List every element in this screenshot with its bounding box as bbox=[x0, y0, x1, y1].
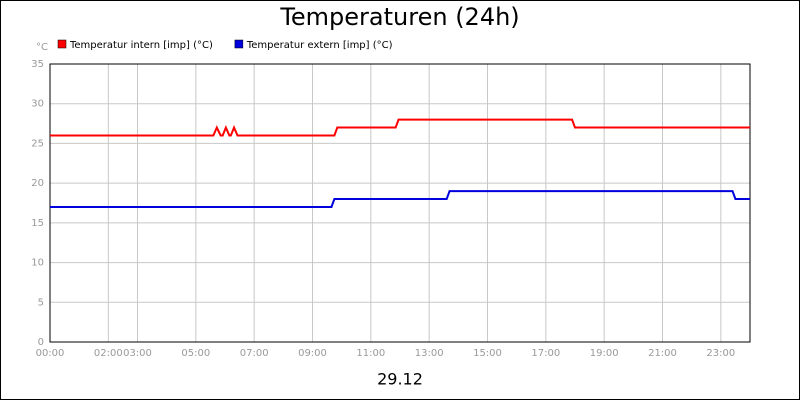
y-tick-label: 25 bbox=[31, 138, 44, 149]
plot-area bbox=[50, 64, 750, 342]
chart-title: Temperaturen (24h) bbox=[279, 3, 519, 31]
x-tick-label: 21:00 bbox=[648, 348, 677, 359]
series-line bbox=[50, 190, 750, 208]
x-tick-label: 07:00 bbox=[240, 348, 269, 359]
y-axis-label: °C bbox=[36, 42, 48, 53]
y-tick-label: 5 bbox=[38, 297, 44, 308]
legend: Temperatur intern [imp] (°C) Temperatur e… bbox=[57, 39, 393, 51]
series-line bbox=[50, 118, 750, 137]
legend-swatch bbox=[234, 39, 244, 49]
x-tick-label: 23:00 bbox=[706, 348, 735, 359]
x-tick-label: 00:00 bbox=[36, 348, 65, 359]
x-tick-label: 13:00 bbox=[415, 348, 444, 359]
y-tick-label: 0 bbox=[38, 337, 44, 348]
plot-border bbox=[49, 63, 751, 343]
legend-label: Temperatur extern [imp] (°C) bbox=[246, 40, 393, 51]
x-tick-label: 11:00 bbox=[356, 348, 385, 359]
y-tick-label: 20 bbox=[31, 178, 44, 189]
x-tick-label: 15:00 bbox=[473, 348, 502, 359]
x-axis-label: 29.12 bbox=[377, 370, 423, 389]
x-tick-label: 02:00 bbox=[94, 348, 123, 359]
y-tick-label: 35 bbox=[31, 59, 44, 70]
x-tick-label: 19:00 bbox=[590, 348, 619, 359]
legend-label: Temperatur intern [imp] (°C) bbox=[69, 40, 213, 51]
x-tick-label: 03:00 bbox=[123, 348, 152, 359]
x-tick-label: 09:00 bbox=[298, 348, 327, 359]
x-tick-label: 05:00 bbox=[181, 348, 210, 359]
legend-swatch bbox=[57, 39, 67, 49]
y-tick-label: 10 bbox=[31, 258, 44, 269]
x-tick-label: 17:00 bbox=[531, 348, 560, 359]
y-tick-label: 15 bbox=[31, 218, 44, 229]
y-tick-label: 30 bbox=[31, 99, 44, 110]
